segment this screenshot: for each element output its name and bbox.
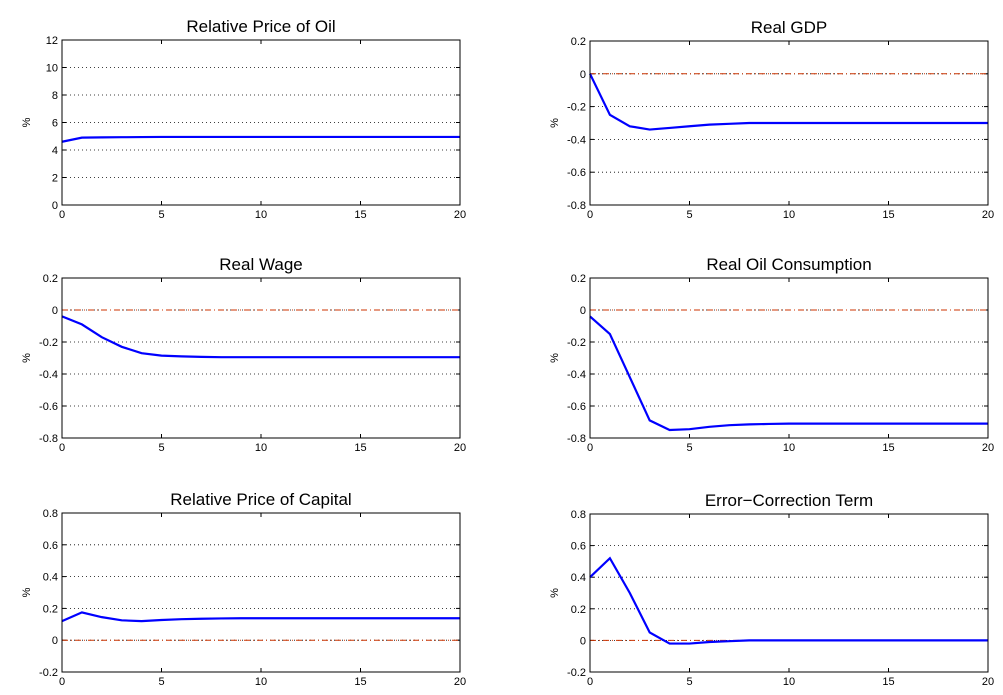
x-tick-label: 5 [158, 442, 164, 454]
y-tick-label: 0 [580, 635, 586, 647]
x-tick-label: 0 [59, 676, 65, 688]
series-line [61, 315, 460, 359]
axes-frame [589, 277, 989, 439]
x-tick-label: 0 [59, 209, 65, 221]
y-tick-label: -0.2 [567, 667, 586, 679]
y-axis-label: % [21, 117, 33, 127]
axes-frame [589, 40, 989, 206]
x-tick-label: 20 [454, 676, 466, 688]
y-tick-label: 0 [580, 305, 586, 317]
x-tick-label: 15 [354, 676, 366, 688]
plot-area [590, 278, 988, 438]
x-tick-label: 10 [255, 442, 267, 454]
y-tick-label: 2 [52, 173, 58, 185]
y-tick-label: 0.2 [571, 36, 586, 48]
chart-title: Real Oil Consumption [706, 255, 871, 274]
x-tick-label: 5 [686, 676, 692, 688]
y-tick-label: 10 [46, 63, 58, 75]
y-tick-label: 0.2 [571, 273, 586, 285]
y-tick-label: 0 [52, 635, 58, 647]
y-tick-label: 0 [52, 200, 58, 212]
chart-title: Real Wage [219, 255, 302, 274]
y-tick-label: 0.4 [571, 572, 586, 584]
y-tick-label: 0.4 [43, 572, 58, 584]
chart-title: Error−Correction Term [705, 491, 873, 510]
axes-frame [61, 277, 461, 439]
y-tick-label: 8 [52, 90, 58, 102]
x-tick-label: 15 [354, 209, 366, 221]
y-tick-label: -0.2 [567, 102, 586, 114]
series-line [61, 135, 460, 143]
plot-area [590, 514, 988, 672]
x-tick-label: 15 [882, 209, 894, 221]
y-tick-label: -0.6 [39, 401, 58, 413]
plot-area [62, 40, 460, 205]
y-axis-label: % [21, 587, 33, 597]
y-tick-label: 0.6 [43, 540, 58, 552]
x-tick-label: 0 [587, 676, 593, 688]
y-tick-label: 6 [52, 118, 58, 130]
y-tick-label: 0.2 [571, 604, 586, 616]
x-tick-label: 20 [454, 209, 466, 221]
x-tick-label: 0 [59, 442, 65, 454]
x-tick-label: 20 [982, 676, 994, 688]
x-tick-label: 20 [982, 209, 994, 221]
series-line [61, 611, 460, 623]
x-tick-label: 20 [454, 442, 466, 454]
y-tick-label: 0.8 [43, 508, 58, 520]
y-axis-label: % [21, 353, 33, 363]
y-tick-label: 0.2 [43, 273, 58, 285]
series-line [589, 315, 988, 432]
y-tick-label: 0.8 [571, 509, 586, 521]
y-tick-label: 0.2 [43, 603, 58, 615]
x-tick-label: 10 [783, 676, 795, 688]
y-tick-label: -0.2 [567, 337, 586, 349]
y-tick-label: 12 [46, 35, 58, 47]
chart-title: Relative Price of Oil [186, 17, 335, 36]
x-tick-label: 10 [783, 209, 795, 221]
plot-area [62, 513, 460, 672]
y-tick-label: -0.8 [567, 200, 586, 212]
y-axis-label: % [549, 588, 561, 598]
x-tick-label: 15 [354, 442, 366, 454]
y-tick-label: -0.6 [567, 167, 586, 179]
series-line [589, 73, 988, 131]
x-tick-label: 5 [686, 442, 692, 454]
x-tick-label: 0 [587, 209, 593, 221]
y-tick-label: 0 [580, 69, 586, 81]
x-tick-label: 15 [882, 676, 894, 688]
axes-frame [61, 39, 461, 206]
x-tick-label: 5 [686, 209, 692, 221]
y-tick-label: 4 [52, 145, 58, 157]
x-tick-label: 10 [255, 209, 267, 221]
x-tick-label: 0 [587, 442, 593, 454]
series-line [589, 556, 988, 645]
x-tick-label: 15 [882, 442, 894, 454]
y-tick-label: -0.6 [567, 401, 586, 413]
x-tick-label: 10 [783, 442, 795, 454]
y-tick-label: 0 [52, 305, 58, 317]
axes-frame [61, 512, 461, 673]
y-axis-label: % [549, 353, 561, 363]
y-tick-label: -0.4 [39, 369, 58, 381]
x-tick-label: 20 [982, 442, 994, 454]
chart-title: Real GDP [751, 18, 828, 37]
axes-frame [589, 513, 989, 673]
y-tick-label: -0.8 [39, 433, 58, 445]
y-tick-label: -0.2 [39, 667, 58, 679]
y-tick-label: -0.4 [567, 134, 586, 146]
y-tick-label: -0.2 [39, 337, 58, 349]
y-tick-label: -0.4 [567, 369, 586, 381]
chart-title: Relative Price of Capital [170, 490, 351, 509]
x-tick-label: 5 [158, 676, 164, 688]
x-tick-label: 10 [255, 676, 267, 688]
y-axis-label: % [549, 118, 561, 128]
x-tick-label: 5 [158, 209, 164, 221]
y-tick-label: 0.6 [571, 541, 586, 553]
y-tick-label: -0.8 [567, 433, 586, 445]
